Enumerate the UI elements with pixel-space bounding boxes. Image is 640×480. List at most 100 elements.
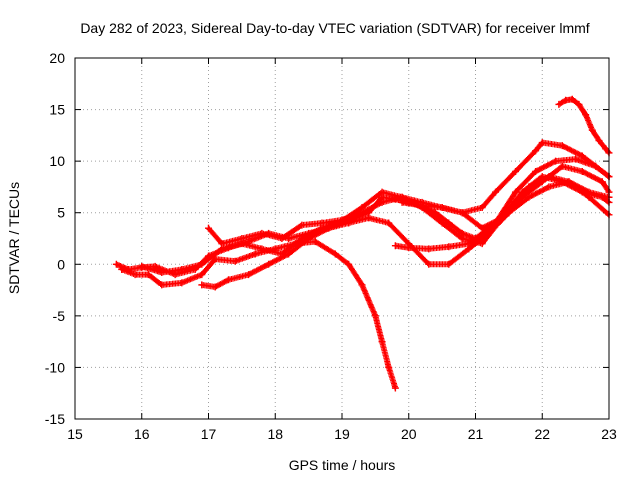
data-point: [198, 260, 206, 268]
data-point: [568, 95, 576, 103]
data-point: [588, 126, 596, 134]
data-point: [378, 198, 386, 206]
data-point: [425, 260, 433, 268]
data-point: [365, 214, 373, 222]
data-point: [371, 312, 379, 320]
data-point: [305, 235, 313, 242]
data-point: [251, 250, 259, 258]
y-tick-label: -15: [45, 411, 65, 427]
y-tick-label: 15: [49, 102, 65, 118]
data-point: [458, 209, 466, 217]
data-point: [325, 224, 333, 232]
data-point: [131, 271, 139, 279]
data-point: [385, 219, 393, 227]
data-point: [198, 281, 206, 289]
data-point: [492, 188, 500, 196]
data-point: [478, 240, 486, 248]
data-point: [445, 243, 453, 251]
x-axis-label: GPS time / hours: [289, 457, 396, 473]
data-point: [245, 271, 253, 279]
x-tick-label: 19: [334, 426, 350, 442]
data-point: [258, 245, 266, 253]
data-point: [385, 363, 393, 371]
data-point: [405, 244, 413, 252]
data-point: [538, 139, 546, 147]
data-point: [231, 257, 239, 265]
data-point: [478, 204, 486, 212]
y-tick-label: 5: [57, 205, 65, 221]
data-point: [358, 209, 366, 217]
data-point: [265, 260, 273, 268]
data-point: [258, 229, 266, 237]
data-point: [512, 167, 520, 175]
data-point: [558, 162, 566, 170]
data-point: [458, 235, 466, 242]
data-point: [338, 216, 346, 224]
data-point: [445, 260, 453, 268]
data-point: [205, 224, 212, 232]
data-point: [565, 178, 573, 186]
data-point: [438, 204, 446, 212]
data-point: [545, 173, 553, 181]
data-point: [578, 167, 586, 175]
x-tick-label: 18: [267, 426, 283, 442]
chart-title: Day 282 of 2023, Sidereal Day-to-day VTE…: [80, 20, 589, 36]
x-tick-label: 21: [468, 426, 484, 442]
x-tick-label: 16: [134, 426, 150, 442]
data-point: [225, 276, 233, 284]
plot-frame: [74, 57, 610, 420]
series-track-d: [198, 178, 613, 291]
x-tick-label: 20: [401, 426, 417, 442]
data-point: [572, 155, 580, 163]
data-point: [331, 250, 339, 258]
data-point: [345, 219, 353, 227]
data-point: [318, 219, 326, 227]
data-point: [378, 188, 386, 196]
data-point: [198, 271, 206, 279]
series-layer: [112, 95, 613, 392]
data-point: [505, 209, 513, 217]
series-track-f: [391, 173, 613, 253]
data-point: [465, 240, 473, 248]
data-point: [218, 240, 226, 248]
data-point: [598, 178, 606, 186]
series-track-h: [555, 95, 613, 157]
data-point: [378, 338, 386, 346]
data-point: [558, 142, 566, 150]
y-tick-label: 0: [57, 256, 65, 272]
series-track-g: [398, 139, 613, 217]
y-tick-label: -5: [53, 308, 66, 324]
data-point: [238, 235, 246, 242]
data-point: [211, 255, 219, 263]
x-tick-label: 22: [534, 426, 550, 442]
data-point: [545, 183, 553, 191]
data-point: [602, 145, 610, 153]
data-point: [345, 260, 353, 268]
data-point: [278, 235, 286, 242]
data-point: [512, 188, 520, 196]
data-point: [144, 271, 152, 279]
data-point: [311, 238, 319, 246]
data-point: [211, 283, 219, 291]
data-point: [431, 209, 439, 217]
data-point: [118, 265, 126, 273]
data-point: [138, 262, 146, 270]
data-point: [532, 147, 540, 155]
data-point: [298, 221, 306, 229]
data-point: [555, 100, 563, 108]
y-axis-label: SDTVAR / TECUs: [6, 182, 22, 294]
data-point: [478, 224, 486, 232]
data-point: [391, 242, 399, 250]
data-point: [425, 245, 433, 253]
data-point: [562, 96, 570, 104]
data-point: [582, 111, 590, 119]
x-tick-label: 23: [601, 426, 617, 442]
data-point: [578, 152, 586, 160]
data-point: [525, 183, 533, 191]
data-point: [438, 219, 446, 227]
data-point: [532, 167, 540, 175]
data-point: [158, 281, 166, 289]
data-point: [158, 269, 166, 277]
